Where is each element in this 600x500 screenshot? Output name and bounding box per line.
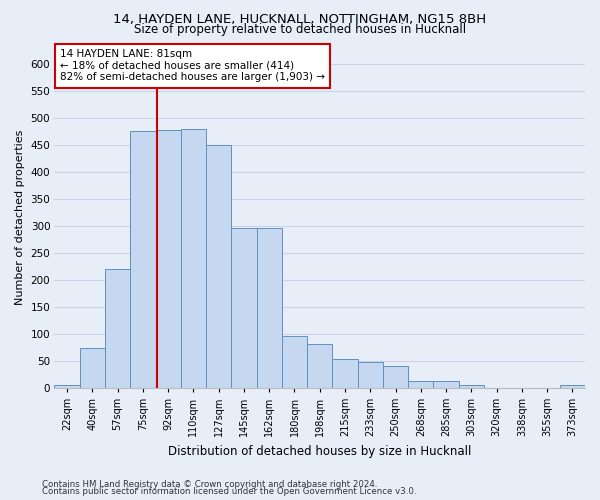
Y-axis label: Number of detached properties: Number of detached properties: [15, 130, 25, 306]
Bar: [358, 362, 383, 388]
Text: 14, HAYDEN LANE, HUCKNALL, NOTTINGHAM, NG15 8BH: 14, HAYDEN LANE, HUCKNALL, NOTTINGHAM, N…: [113, 12, 487, 26]
Bar: [307, 344, 332, 388]
Bar: [560, 385, 585, 388]
Bar: [80, 348, 105, 388]
Bar: [181, 128, 206, 388]
Bar: [282, 336, 307, 388]
Bar: [332, 358, 358, 388]
Bar: [408, 380, 433, 388]
Bar: [206, 144, 232, 388]
Text: Size of property relative to detached houses in Hucknall: Size of property relative to detached ho…: [134, 22, 466, 36]
Bar: [232, 228, 257, 388]
Bar: [55, 385, 80, 388]
Bar: [130, 130, 155, 388]
Bar: [458, 385, 484, 388]
Bar: [383, 366, 408, 388]
Text: 14 HAYDEN LANE: 81sqm
← 18% of detached houses are smaller (414)
82% of semi-det: 14 HAYDEN LANE: 81sqm ← 18% of detached …: [60, 49, 325, 82]
Text: Contains public sector information licensed under the Open Government Licence v3: Contains public sector information licen…: [42, 487, 416, 496]
Bar: [155, 130, 181, 388]
Bar: [433, 382, 458, 388]
Bar: [105, 269, 130, 388]
X-axis label: Distribution of detached houses by size in Hucknall: Distribution of detached houses by size …: [168, 444, 472, 458]
Text: Contains HM Land Registry data © Crown copyright and database right 2024.: Contains HM Land Registry data © Crown c…: [42, 480, 377, 489]
Bar: [257, 228, 282, 388]
